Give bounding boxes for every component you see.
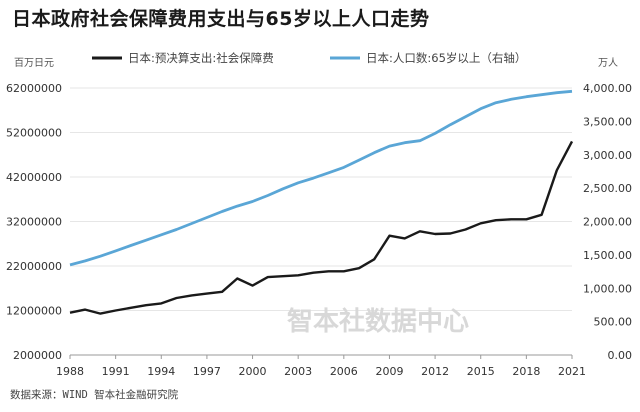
x-tick-label: 2003 bbox=[284, 365, 312, 378]
right-tick-label: 3,500.00 bbox=[583, 115, 632, 128]
left-tick-label: 62000000 bbox=[6, 82, 62, 95]
chart-title: 日本政府社会保障费用支出与65岁以上人口走势 bbox=[12, 8, 430, 30]
x-tick-label: 1997 bbox=[193, 365, 221, 378]
legend-label: 日本:预决算支出:社会保障费 bbox=[128, 51, 274, 65]
watermark: 智本社数据中心 bbox=[287, 306, 469, 337]
right-tick-label: 3,000.00 bbox=[583, 149, 632, 162]
series-line-population-65plus bbox=[69, 89, 573, 267]
right-axis-unit: 万人 bbox=[598, 57, 618, 69]
x-tick-label: 2006 bbox=[330, 365, 358, 378]
left-tick-label: 2000000 bbox=[13, 349, 62, 362]
right-tick-label: 500.00 bbox=[594, 316, 633, 329]
x-tick-label: 1991 bbox=[102, 365, 130, 378]
right-tick-label: 2,500.00 bbox=[583, 182, 632, 195]
legend: 日本:预决算支出:社会保障费 日本:人口数:65岁以上（右轴） bbox=[92, 51, 526, 65]
left-tick-label: 32000000 bbox=[6, 216, 62, 229]
x-axis: 1988 1991 1994 1997 2000 2003 2006 2009 2012 2015… bbox=[56, 354, 586, 378]
right-tick-label: 0.00 bbox=[608, 349, 633, 362]
x-tick-label: 2012 bbox=[421, 365, 449, 378]
left-tick-label: 52000000 bbox=[6, 127, 62, 140]
x-tick-label: 2015 bbox=[467, 365, 495, 378]
left-tick-label: 12000000 bbox=[6, 305, 62, 318]
left-tick-label: 42000000 bbox=[6, 171, 62, 184]
right-tick-label: 2,000.00 bbox=[583, 216, 632, 229]
x-tick-label: 2009 bbox=[375, 365, 403, 378]
left-axis: 2000000 12000000 22000000 32000000 42000000 5… bbox=[6, 82, 62, 362]
right-axis: 0.00 500.00 1,000.00 1,500.00 2,000.00 2,500.… bbox=[583, 82, 632, 362]
x-tick-label: 1994 bbox=[147, 365, 175, 378]
x-tick-label: 2018 bbox=[512, 365, 540, 378]
right-tick-label: 1,500.00 bbox=[583, 249, 632, 262]
right-tick-label: 1,000.00 bbox=[583, 282, 632, 295]
right-tick-label: 4,000.00 bbox=[583, 82, 632, 95]
series-line-social-security bbox=[69, 140, 574, 315]
legend-label: 日本:人口数:65岁以上（右轴） bbox=[366, 51, 526, 65]
series-lines bbox=[69, 89, 574, 315]
left-axis-unit: 百万日元 bbox=[14, 57, 54, 69]
source-note: 数据来源：WIND 智本社金融研究院 bbox=[10, 388, 179, 401]
x-tick-label: 2000 bbox=[239, 365, 267, 378]
x-tick-label: 2021 bbox=[558, 365, 586, 378]
x-tick-label: 1988 bbox=[56, 365, 84, 378]
left-tick-label: 22000000 bbox=[6, 260, 62, 273]
